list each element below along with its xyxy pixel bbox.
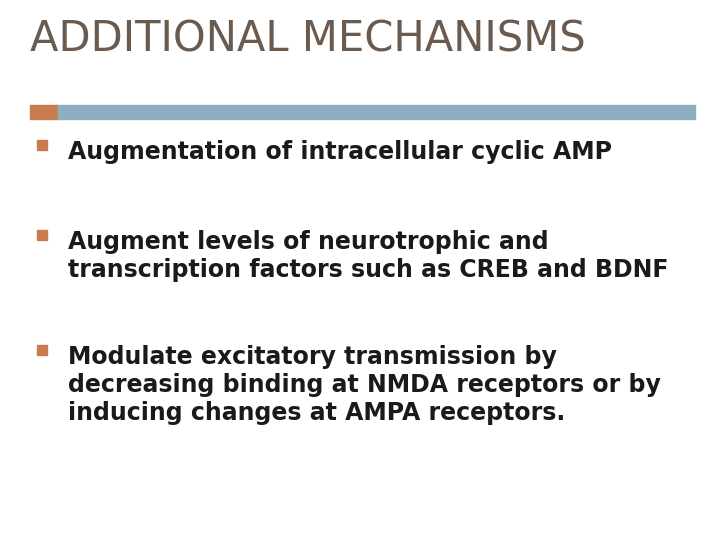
Text: ADDITIONAL MECHANISMS: ADDITIONAL MECHANISMS xyxy=(30,18,586,60)
Text: decreasing binding at NMDA receptors or by: decreasing binding at NMDA receptors or … xyxy=(68,373,661,397)
Text: inducing changes at AMPA receptors.: inducing changes at AMPA receptors. xyxy=(68,401,565,425)
Bar xyxy=(30,105,58,119)
Text: Augment levels of neurotrophic and: Augment levels of neurotrophic and xyxy=(68,230,549,254)
Text: Modulate excitatory transmission by: Modulate excitatory transmission by xyxy=(68,345,557,369)
Bar xyxy=(37,230,47,240)
Bar xyxy=(58,105,695,119)
Text: transcription factors such as CREB and BDNF: transcription factors such as CREB and B… xyxy=(68,258,668,282)
Bar xyxy=(37,140,47,150)
Text: Augmentation of intracellular cyclic AMP: Augmentation of intracellular cyclic AMP xyxy=(68,140,612,164)
Bar xyxy=(37,345,47,355)
